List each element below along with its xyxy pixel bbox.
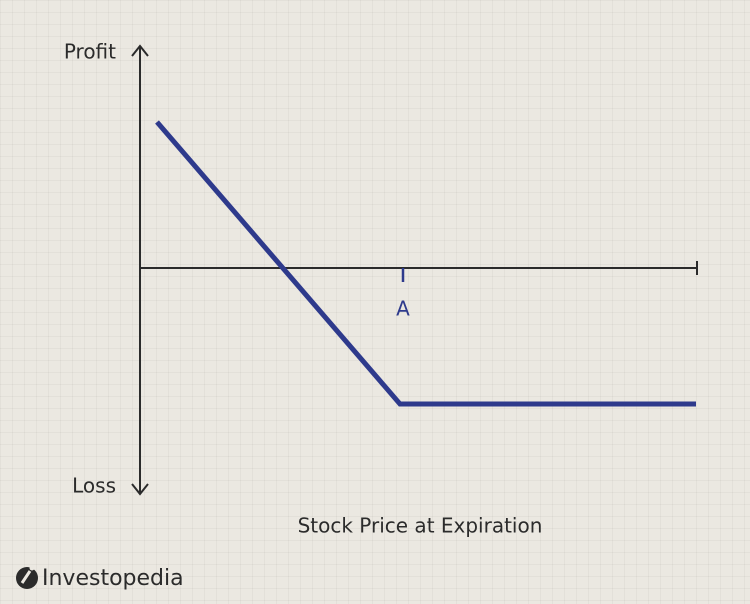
logo-text: Investopedia <box>42 566 184 591</box>
x-axis-label: Stock Price at Expiration <box>298 514 543 538</box>
logo-icon-mark <box>20 570 32 584</box>
logo-icon-dot <box>29 565 35 571</box>
profit-label: Profit <box>64 40 116 64</box>
y-arrow-down <box>131 483 149 496</box>
loss-label: Loss <box>72 474 116 498</box>
y-arrow-up <box>131 44 149 57</box>
payoff-line <box>155 120 696 407</box>
strike-label: A <box>396 297 410 321</box>
